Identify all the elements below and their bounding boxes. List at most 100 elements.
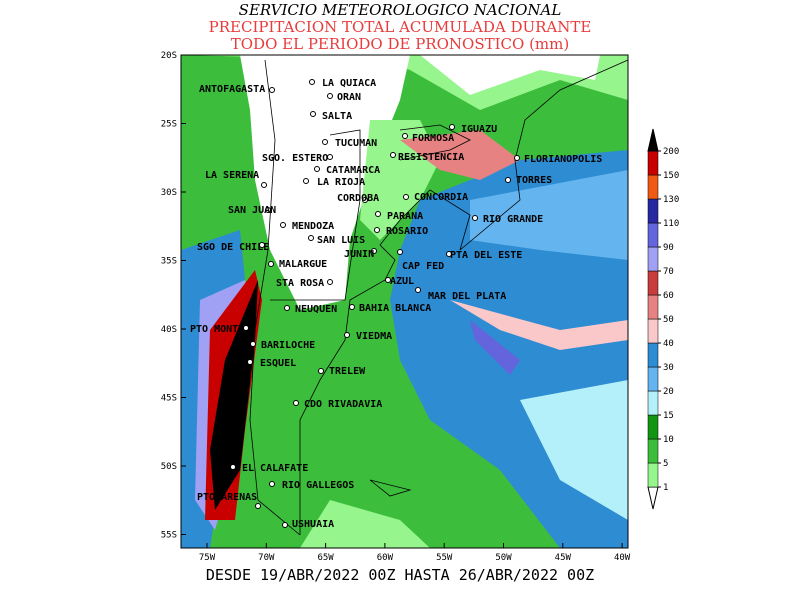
colorbar-label: 15 xyxy=(663,411,674,421)
city-marker xyxy=(374,227,380,233)
colorbar-high-arrow xyxy=(647,128,659,152)
city-label: TUCUMAN xyxy=(335,138,377,149)
city-marker xyxy=(390,152,396,158)
city-marker xyxy=(255,503,261,509)
city-label: ROSARIO xyxy=(386,226,428,237)
cities: ANTOFAGASTA LA QUIACA ORAN SALTA TUCUMAN SGO.… xyxy=(190,78,602,530)
city-marker xyxy=(327,154,333,160)
city-marker xyxy=(472,215,478,221)
city-label: LA QUIACA xyxy=(322,78,376,89)
city-label: FLORIANOPOLIS xyxy=(524,154,602,165)
city-label: LA SERENA xyxy=(205,170,259,181)
city-label: STA ROSA xyxy=(276,278,324,289)
lat-label: 55S xyxy=(161,531,177,541)
city-marker xyxy=(349,304,355,310)
colorbar-swatch xyxy=(647,294,659,320)
colorbar-swatch xyxy=(647,438,659,464)
city-label: ESQUEL xyxy=(260,358,296,369)
colorbar-label: 1 xyxy=(663,483,668,493)
city-marker xyxy=(322,139,328,145)
city-marker xyxy=(303,178,309,184)
lat-label: 25S xyxy=(161,120,177,130)
lat-label: 30S xyxy=(161,188,177,198)
city-label: FORMOSA xyxy=(412,133,454,144)
colorbar-swatch xyxy=(647,150,659,176)
colorbar-swatch xyxy=(647,198,659,224)
city-label: EL CALAFATE xyxy=(242,463,308,474)
city-marker xyxy=(310,111,316,117)
colorbar-label: 200 xyxy=(663,147,679,157)
colorbar-label: 10 xyxy=(663,435,674,445)
city-marker xyxy=(397,249,403,255)
city-marker xyxy=(282,522,288,528)
colorbar-label: 50 xyxy=(663,315,674,325)
colorbar-label: 150 xyxy=(663,171,679,181)
city-label: NEUQUEN xyxy=(295,304,337,315)
city-marker xyxy=(280,222,286,228)
city-label: IGUAZU xyxy=(461,124,497,135)
city-label: MALARGUE xyxy=(279,259,327,270)
city-label: RESISTENCIA xyxy=(398,152,464,163)
city-label: SAN LUIS xyxy=(317,235,365,246)
city-label: ANTOFAGASTA xyxy=(199,84,265,95)
city-marker xyxy=(415,287,421,293)
city-label: SGO DE CHILE xyxy=(197,242,269,253)
city-marker xyxy=(344,332,350,338)
colorbar-swatch xyxy=(647,342,659,368)
lon-label: 60W xyxy=(377,553,394,563)
city-marker xyxy=(308,235,314,241)
city-marker xyxy=(514,155,520,161)
colorbar-swatch xyxy=(647,270,659,296)
colorbar-label: 70 xyxy=(663,267,674,277)
city-label: USHUAIA xyxy=(292,519,334,530)
footer: DESDE 19/ABR/2022 00Z HASTA 26/ABR/2022 … xyxy=(206,566,594,584)
city-marker xyxy=(318,368,324,374)
city-label: PTO ARENAS xyxy=(197,492,257,503)
city-marker xyxy=(402,133,408,139)
lon-label: 65W xyxy=(317,553,334,563)
city-label: JUNIN xyxy=(344,249,374,260)
lat-label: 50S xyxy=(161,462,177,472)
city-label: PTA DEL ESTE xyxy=(450,250,522,261)
subtitle: TODO EL PERIODO DE PRONOSTICO (mm) xyxy=(231,35,569,53)
colorbar-swatch xyxy=(647,366,659,392)
city-marker xyxy=(268,261,274,267)
lon-label: 70W xyxy=(258,553,275,563)
city-label: RIO GRANDE xyxy=(483,214,543,225)
city-marker xyxy=(269,481,275,487)
lat-label: 20S xyxy=(161,51,177,61)
colorbar-label: 110 xyxy=(663,219,679,229)
colorbar-swatch xyxy=(647,318,659,344)
colorbar-swatch xyxy=(647,222,659,248)
city-marker xyxy=(261,182,267,188)
lon-label: 40W xyxy=(614,553,631,563)
city-marker xyxy=(371,248,377,254)
colorbar-label: 20 xyxy=(663,387,674,397)
lon-label: 75W xyxy=(199,553,216,563)
city-marker xyxy=(385,277,391,283)
lat-label: 45S xyxy=(161,394,177,404)
lon-label: 50W xyxy=(495,553,512,563)
city-label: LA RIOJA xyxy=(317,177,365,188)
city-label: CATAMARCA xyxy=(326,165,380,176)
city-marker xyxy=(284,305,290,311)
colorbar-label: 30 xyxy=(663,363,674,373)
city-label: SGO. ESTERO xyxy=(262,153,328,164)
colorbar-label: 130 xyxy=(663,195,679,205)
city-label: CORDOBA xyxy=(337,193,379,204)
city-label: SALTA xyxy=(322,111,352,122)
city-label: CONCORDIA xyxy=(414,192,468,203)
colorbar-label: 90 xyxy=(663,243,674,253)
city-label: BAHIA BLANCA xyxy=(359,303,431,314)
colorbar-swatch xyxy=(647,174,659,200)
colorbar-label: 5 xyxy=(663,459,668,469)
city-marker xyxy=(259,242,265,248)
city-label: ORAN xyxy=(337,92,361,103)
city-marker xyxy=(314,166,320,172)
city-marker xyxy=(327,279,333,285)
colorbar-swatch xyxy=(647,462,659,488)
axes: 20S 25S 30S 35S 40S 45S 50S 55S 75W 70W 65W 60W 55W 5… xyxy=(161,51,631,563)
colorbar-swatch xyxy=(647,390,659,416)
